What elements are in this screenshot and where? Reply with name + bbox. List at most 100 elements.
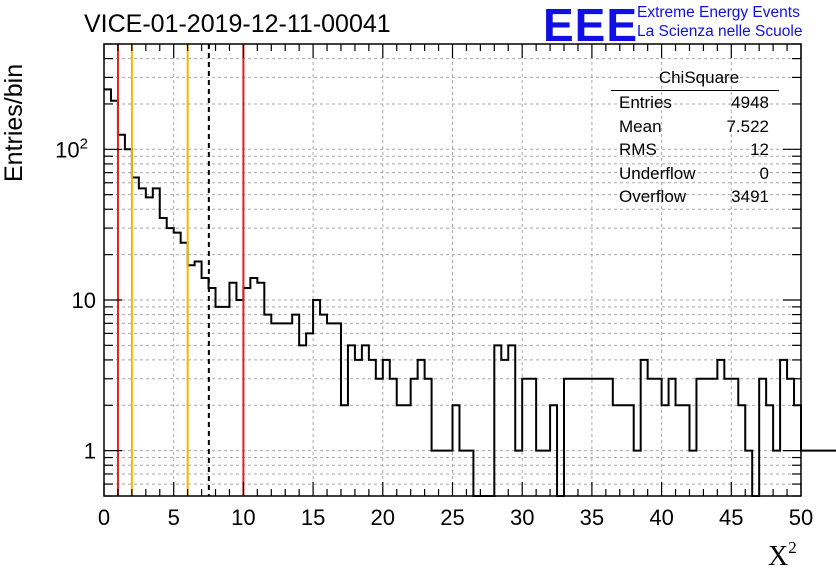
histogram-bin	[634, 451, 641, 496]
histogram-bin	[641, 360, 648, 496]
histogram-bin	[411, 379, 418, 496]
histogram-bin	[494, 345, 501, 496]
histogram-bin	[571, 379, 578, 496]
histogram-bin	[229, 283, 236, 496]
stats-value: 4948	[731, 91, 769, 115]
histogram-bin	[243, 288, 250, 496]
stats-value: 0	[760, 162, 769, 186]
x-tick-label: 30	[510, 505, 534, 530]
histogram-bin	[132, 177, 139, 496]
histogram-bin	[550, 405, 557, 496]
histogram-bin	[202, 278, 209, 496]
x-axis-label: X2	[768, 538, 797, 573]
histogram-bin	[522, 379, 529, 496]
x-tick-label: 0	[98, 505, 110, 530]
histogram-bin	[453, 405, 460, 496]
histogram-bin	[731, 379, 738, 496]
histogram-bin	[543, 451, 550, 496]
histogram-bin	[160, 218, 167, 496]
histogram-bin	[432, 451, 439, 496]
eee-logo: EEE	[543, 2, 638, 48]
histogram-bin	[689, 451, 696, 496]
histogram-bin	[599, 379, 606, 496]
histogram-bin	[327, 323, 334, 496]
logo-caption-line1: Extreme Energy Events	[637, 3, 802, 22]
histogram-bin	[780, 360, 787, 496]
histogram-bin	[334, 323, 341, 496]
histogram-bin	[118, 135, 125, 496]
x-tick-label: 20	[371, 505, 395, 530]
stats-label: Underflow	[619, 162, 696, 186]
stats-value: 12	[750, 138, 769, 162]
y-axis-label: Entries/bin	[0, 64, 29, 182]
histogram-bin	[822, 451, 829, 496]
histogram-bin	[250, 278, 257, 496]
histogram-bin	[606, 379, 613, 496]
histogram-bin	[815, 451, 822, 496]
histogram-bin	[320, 315, 327, 496]
histogram-bin	[348, 345, 355, 496]
histogram-bin	[466, 451, 473, 496]
y-tick-label: 102	[55, 135, 88, 162]
stats-label: RMS	[619, 138, 657, 162]
stats-label: Entries	[619, 91, 672, 115]
histogram-bin	[390, 379, 397, 496]
histogram-bin	[620, 405, 627, 496]
stats-value: 3491	[731, 185, 769, 209]
histogram-bin	[146, 197, 153, 496]
histogram-bin	[376, 379, 383, 496]
histogram-bin	[104, 89, 111, 496]
x-tick-label: 50	[789, 505, 813, 530]
histogram-bin	[703, 379, 710, 496]
histogram-bin	[174, 233, 181, 496]
histogram-bin	[766, 405, 773, 496]
stats-row: Underflow 0	[611, 162, 779, 186]
histogram-bin	[355, 360, 362, 496]
histogram-bin	[696, 379, 703, 496]
histogram-bin	[264, 315, 271, 496]
histogram-bin	[759, 379, 766, 496]
histogram-bin	[446, 451, 453, 496]
histogram-bin	[313, 300, 320, 496]
histogram-bin	[676, 405, 683, 496]
histogram-bin	[787, 379, 794, 496]
x-tick-label: 5	[168, 505, 180, 530]
histogram-bin	[139, 188, 146, 496]
histogram-bin	[829, 451, 836, 496]
histogram-bin	[257, 283, 264, 496]
x-axis-label-base: X	[768, 541, 788, 572]
histogram-bin	[683, 405, 690, 496]
histogram-bin	[515, 451, 522, 496]
histogram-bin	[236, 300, 243, 496]
histogram-bin	[306, 333, 313, 496]
histogram-bin	[578, 379, 585, 496]
histogram-bin	[188, 265, 195, 496]
histogram-bin	[125, 149, 132, 496]
histogram-bin	[655, 379, 662, 496]
histogram-bin	[529, 379, 536, 496]
histogram-bin	[181, 243, 188, 496]
histogram-bin	[627, 405, 634, 496]
histogram-bin	[292, 315, 299, 496]
histogram-bin	[717, 360, 724, 496]
histogram-bin	[459, 451, 466, 496]
logo-caption: Extreme Energy Events La Scienza nelle S…	[637, 3, 802, 41]
histogram-bin	[383, 360, 390, 496]
x-tick-label: 15	[301, 505, 325, 530]
y-tick-label: 1	[84, 439, 96, 464]
x-tick-label: 35	[580, 505, 604, 530]
histogram-bin	[773, 451, 780, 496]
histogram-bin	[648, 379, 655, 496]
x-tick-label: 40	[649, 505, 673, 530]
histogram-bin	[508, 345, 515, 496]
histogram-bin	[801, 451, 808, 496]
x-tick-label: 25	[440, 505, 464, 530]
histogram-bin	[167, 228, 174, 496]
histogram-bin	[418, 360, 425, 496]
histogram-bin	[209, 288, 216, 496]
x-tick-label: 10	[231, 505, 255, 530]
histogram-bin	[397, 405, 404, 496]
histogram-bin	[439, 451, 446, 496]
